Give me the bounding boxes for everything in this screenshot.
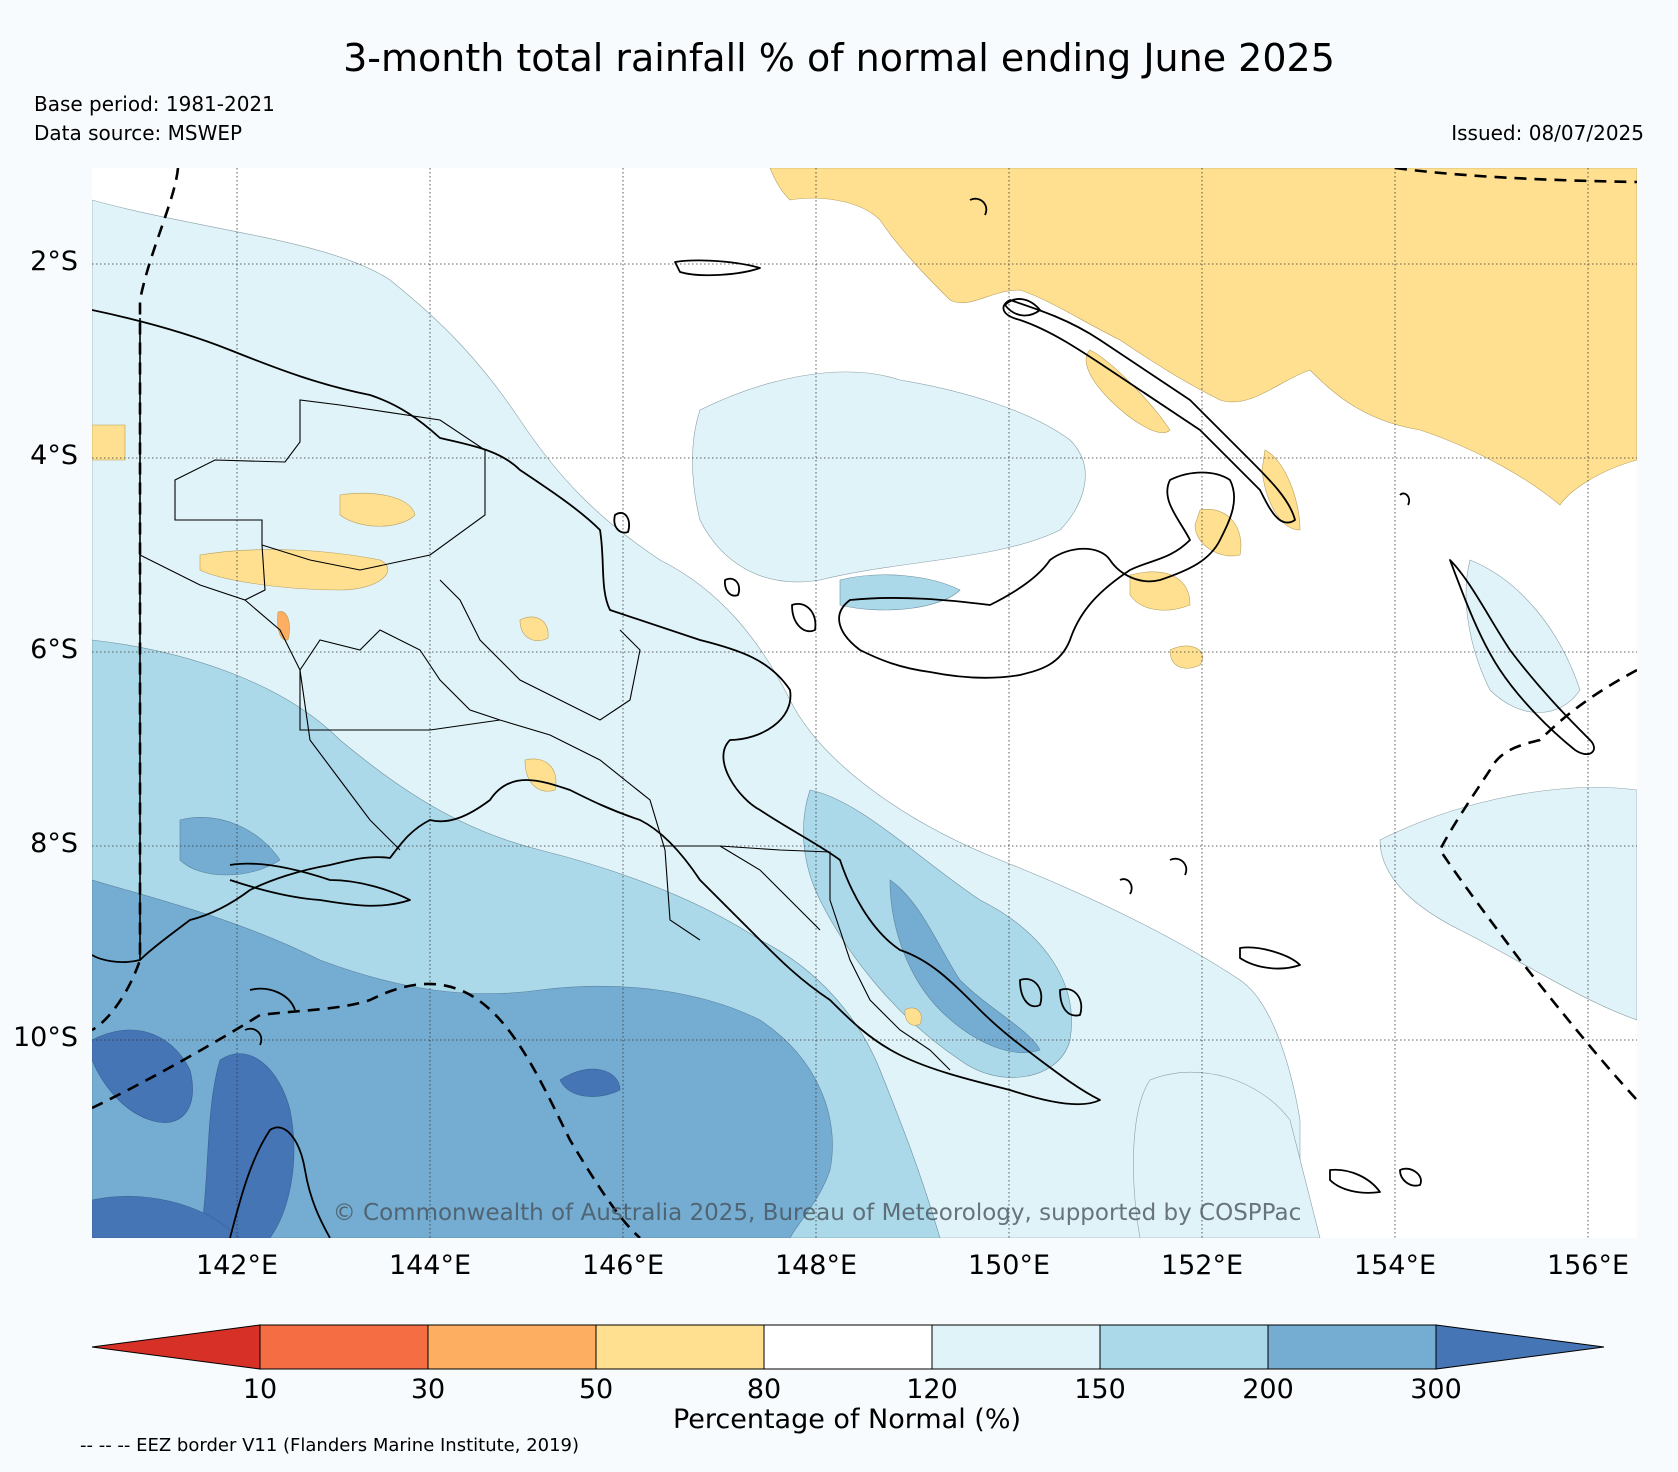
dry-western-edge bbox=[92, 424, 126, 461]
bougainville-coast bbox=[1449, 559, 1595, 755]
lon-label-152e: 152°E bbox=[1160, 1250, 1244, 1281]
lat-label-2s: 2°S bbox=[30, 246, 78, 277]
province-borders bbox=[139, 399, 951, 1071]
dry-highland-spot bbox=[519, 616, 549, 641]
colorbar-200-300 bbox=[1267, 1324, 1437, 1370]
rainfall-map bbox=[92, 168, 1637, 1238]
colorbar-tick-200: 200 bbox=[1242, 1374, 1294, 1405]
new-ireland-coast bbox=[1002, 299, 1296, 524]
louisiade-coast bbox=[1239, 946, 1422, 1194]
mid-blue-newbritain bbox=[839, 574, 961, 611]
colorbar-50-80 bbox=[595, 1324, 765, 1370]
colorbar-tick-30: 30 bbox=[410, 1374, 446, 1405]
cape-york-coast bbox=[229, 1126, 331, 1238]
lon-label-150e: 150°E bbox=[967, 1250, 1051, 1281]
png-mainland-coast bbox=[92, 309, 1101, 1106]
manus-coast bbox=[674, 259, 761, 277]
eez-border-note: -- -- -- EEZ border V11 (Flanders Marine… bbox=[80, 1435, 580, 1456]
fly-delta-coast bbox=[229, 862, 411, 907]
kairiru-island bbox=[613, 512, 630, 534]
lon-label-142e: 142°E bbox=[195, 1250, 279, 1281]
new-britain-coast bbox=[838, 471, 1235, 679]
colorbar-label: Percentage of Normal (%) bbox=[672, 1404, 1022, 1435]
dry-milne-spot bbox=[904, 1007, 922, 1026]
data-source-text: Data source: MSWEP bbox=[34, 121, 243, 145]
dry-newireland-strip bbox=[1085, 349, 1171, 433]
colorbar-80-120 bbox=[763, 1324, 933, 1370]
base-period-text: Base period: 1981-2021 bbox=[34, 92, 275, 116]
lat-label-6s: 6°S bbox=[30, 634, 78, 665]
colorbar-150-200 bbox=[1099, 1324, 1269, 1370]
lat-label-4s: 4°S bbox=[30, 440, 78, 471]
deep-blue-coralsea bbox=[559, 1068, 621, 1097]
colorbar-30-50 bbox=[427, 1324, 597, 1370]
dry-west-band bbox=[199, 549, 389, 591]
mid-blue-papuan bbox=[803, 789, 1072, 1078]
light-blue-east bbox=[1379, 787, 1637, 1021]
dark-blue-milnebay bbox=[889, 879, 1041, 1053]
deep-blue-torres bbox=[199, 1053, 295, 1238]
issued-date-text: Issued: 08/07/2025 bbox=[1451, 121, 1644, 145]
map-title: 3-month total rainfall % of normal endin… bbox=[343, 36, 1335, 80]
colorbar-tick-50: 50 bbox=[578, 1374, 614, 1405]
deep-blue-south-edge bbox=[92, 1196, 241, 1238]
map-fill-layers bbox=[92, 168, 1637, 1238]
bismarck-islets bbox=[969, 197, 1411, 895]
coastlines bbox=[92, 197, 1595, 1238]
colorbar-below-10 bbox=[91, 1324, 261, 1370]
colorbar-tick-150: 150 bbox=[1074, 1374, 1126, 1405]
colorbar-tick-80: 80 bbox=[746, 1374, 782, 1405]
karkar-island bbox=[791, 603, 817, 633]
lat-label-10s: 10°S bbox=[13, 1022, 78, 1053]
eez-borders bbox=[92, 168, 1637, 1238]
lon-label-148e: 148°E bbox=[774, 1250, 858, 1281]
dry-west-highland bbox=[339, 492, 416, 527]
colorbar-tick-120: 120 bbox=[906, 1374, 958, 1405]
colorbar bbox=[91, 1324, 1605, 1370]
light-blue-north bbox=[692, 371, 1086, 583]
colorbar-10-30 bbox=[259, 1324, 429, 1370]
dry-orange-spot bbox=[277, 611, 290, 641]
colorbar-tick-300: 300 bbox=[1410, 1374, 1462, 1405]
lon-label-146e: 146°E bbox=[581, 1250, 665, 1281]
umboi-island bbox=[724, 577, 740, 597]
colorbar-tick-10: 10 bbox=[242, 1374, 278, 1405]
colorbar-120-150 bbox=[931, 1324, 1101, 1370]
lon-label-156e: 156°E bbox=[1546, 1250, 1630, 1281]
lon-label-154e: 154°E bbox=[1353, 1250, 1437, 1281]
new-hanover-coast bbox=[1004, 298, 1041, 317]
dry-northeast bbox=[769, 168, 1637, 506]
lat-label-8s: 8°S bbox=[30, 828, 78, 859]
dentrecasteaux-coast bbox=[1019, 978, 1083, 1017]
light-blue-nireland bbox=[1465, 559, 1581, 713]
dry-newbritain-c bbox=[1169, 645, 1203, 669]
copyright-notice: © Commonwealth of Australia 2025, Bureau… bbox=[332, 1200, 1302, 1226]
colorbar-above-300 bbox=[1435, 1324, 1605, 1370]
dark-blue-gulf bbox=[179, 817, 281, 876]
deep-blue-southwest bbox=[92, 1029, 193, 1123]
torres-islands bbox=[244, 987, 296, 1046]
lon-label-144e: 144°E bbox=[388, 1250, 472, 1281]
